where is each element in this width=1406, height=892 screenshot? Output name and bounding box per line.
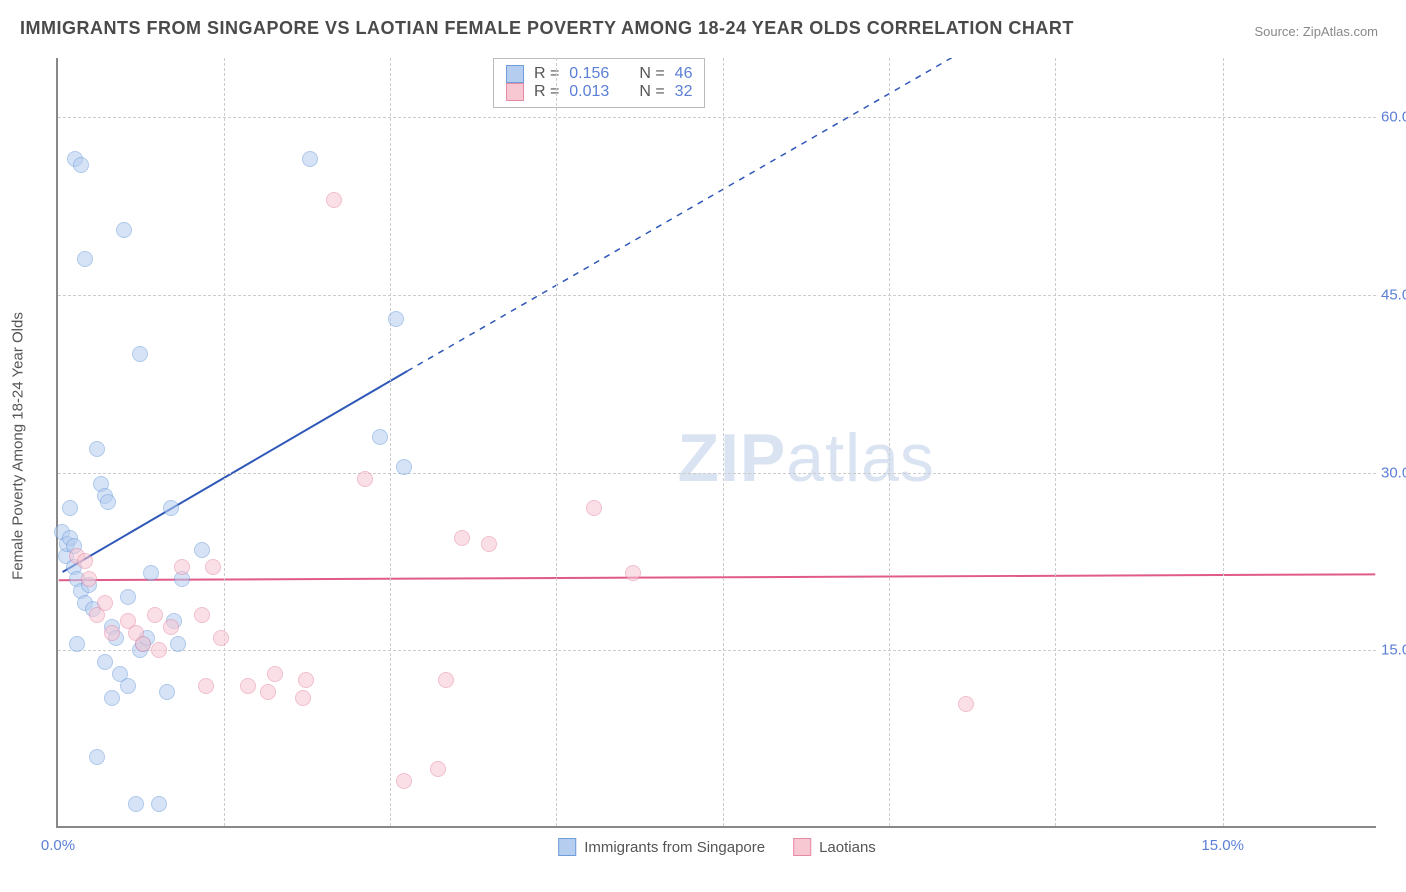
data-point-singapore (73, 157, 89, 173)
gridline-h (58, 650, 1376, 651)
watermark-atlas: atlas (786, 420, 935, 496)
data-point-singapore (89, 441, 105, 457)
legend-bottom: Immigrants from Singapore Laotians (558, 838, 876, 856)
data-point-singapore (143, 565, 159, 581)
data-point-singapore (151, 796, 167, 812)
gridline-v (224, 58, 225, 826)
x-tick-label: 15.0% (1201, 837, 1244, 854)
legend-swatch (506, 65, 524, 83)
plot-area: ZIPatlas R =0.156N =46R =0.013N =32 Immi… (56, 58, 1376, 828)
data-point-laotians (481, 536, 497, 552)
gridline-v (390, 58, 391, 826)
y-tick-label: 60.0% (1381, 109, 1406, 126)
data-point-singapore (388, 311, 404, 327)
gridline-v (1223, 58, 1224, 826)
data-point-laotians (147, 607, 163, 623)
data-point-laotians (135, 636, 151, 652)
r-value: 0.013 (569, 83, 609, 101)
data-point-laotians (958, 696, 974, 712)
legend-swatch (558, 838, 576, 856)
legend-swatch (793, 838, 811, 856)
data-point-singapore (97, 654, 113, 670)
data-point-laotians (97, 595, 113, 611)
data-point-singapore (396, 459, 412, 475)
data-point-singapore (62, 500, 78, 516)
data-point-singapore (194, 542, 210, 558)
data-point-laotians (163, 619, 179, 635)
data-point-singapore (302, 151, 318, 167)
gridline-h (58, 295, 1376, 296)
data-point-laotians (77, 553, 93, 569)
data-point-singapore (163, 500, 179, 516)
data-point-singapore (77, 251, 93, 267)
gridline-h (58, 473, 1376, 474)
data-point-laotians (326, 192, 342, 208)
data-point-laotians (438, 672, 454, 688)
gridline-v (889, 58, 890, 826)
trendline-singapore (63, 371, 408, 572)
data-point-laotians (81, 571, 97, 587)
y-tick-label: 15.0% (1381, 642, 1406, 659)
trendline-laotians (59, 574, 1376, 580)
r-label: R = (534, 83, 559, 101)
data-point-singapore (120, 678, 136, 694)
legend-label: Laotians (819, 839, 876, 856)
n-label: N = (639, 83, 664, 101)
data-point-laotians (357, 471, 373, 487)
data-point-laotians (298, 672, 314, 688)
data-point-laotians (174, 559, 190, 575)
data-point-singapore (89, 749, 105, 765)
data-point-laotians (586, 500, 602, 516)
data-point-laotians (295, 690, 311, 706)
r-label: R = (534, 65, 559, 83)
legend-label: Immigrants from Singapore (584, 839, 765, 856)
gridline-v (556, 58, 557, 826)
y-tick-label: 45.0% (1381, 286, 1406, 303)
data-point-laotians (430, 761, 446, 777)
data-point-singapore (132, 346, 148, 362)
watermark-zip: ZIP (677, 420, 786, 496)
data-point-laotians (151, 642, 167, 658)
data-point-singapore (159, 684, 175, 700)
gridline-v (723, 58, 724, 826)
data-point-singapore (100, 494, 116, 510)
chart-title: IMMIGRANTS FROM SINGAPORE VS LAOTIAN FEM… (20, 18, 1074, 39)
gridline-h (58, 117, 1376, 118)
legend-stats-row-laotians: R = 0.013 N = 32 (506, 83, 693, 101)
data-point-singapore (104, 690, 120, 706)
legend-swatch (506, 83, 524, 101)
data-point-laotians (104, 625, 120, 641)
data-point-laotians (260, 684, 276, 700)
x-tick-label: 0.0% (41, 837, 75, 854)
watermark: ZIPatlas (677, 419, 934, 497)
data-point-laotians (267, 666, 283, 682)
data-point-laotians (454, 530, 470, 546)
legend-stats-row-singapore: R = 0.156 N = 46 (506, 65, 693, 83)
legend-item-singapore: Immigrants from Singapore (558, 838, 765, 856)
data-point-singapore (116, 222, 132, 238)
source-label: Source: ZipAtlas.com (1254, 24, 1378, 39)
gridline-v (1055, 58, 1056, 826)
data-point-singapore (372, 429, 388, 445)
data-point-laotians (194, 607, 210, 623)
data-point-singapore (120, 589, 136, 605)
n-label: N = (639, 65, 664, 83)
legend-item-laotians: Laotians (793, 838, 876, 856)
data-point-laotians (396, 773, 412, 789)
r-value: 0.156 (569, 65, 609, 83)
data-point-laotians (205, 559, 221, 575)
n-value: 32 (675, 83, 693, 101)
trend-lines-layer (58, 58, 1376, 826)
data-point-laotians (198, 678, 214, 694)
data-point-laotians (240, 678, 256, 694)
data-point-laotians (625, 565, 641, 581)
data-point-laotians (213, 630, 229, 646)
data-point-singapore (128, 796, 144, 812)
n-value: 46 (675, 65, 693, 83)
legend-stats-box: R = 0.156 N = 46 R = 0.013 N = 32 (493, 58, 706, 108)
data-point-singapore (170, 636, 186, 652)
data-point-singapore (69, 636, 85, 652)
y-tick-label: 30.0% (1381, 464, 1406, 481)
y-axis-label: Female Poverty Among 18-24 Year Olds (10, 312, 27, 580)
